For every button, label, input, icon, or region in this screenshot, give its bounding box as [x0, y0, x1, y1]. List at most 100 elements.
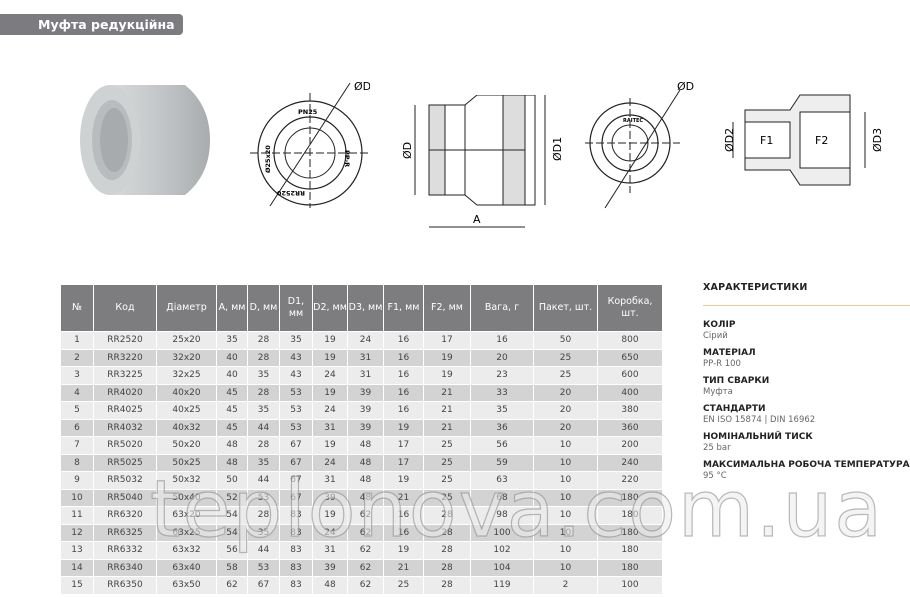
- table-cell: 17: [383, 436, 424, 455]
- table-cell: 31: [312, 541, 348, 560]
- table-cell: 16: [383, 331, 424, 350]
- table-cell: 50x25: [156, 453, 217, 472]
- table-row: 2 RR3220 32x20 40 28 43 19 31 16 19 20 25 650: [60, 348, 663, 367]
- d-label: ØD: [401, 142, 414, 159]
- mark-ppr: PP-R: [343, 150, 351, 167]
- table-cell: 220: [597, 471, 663, 490]
- characteristic-item: СТАНДАРТИ EN ISO 15874 | DIN 16962: [703, 404, 910, 425]
- table-cell: 25: [423, 436, 471, 455]
- column-header: Коробка, шт.: [597, 284, 663, 332]
- table-cell: 28: [247, 506, 280, 525]
- table-cell: 180: [597, 523, 663, 542]
- table-cell: 45: [216, 401, 248, 420]
- table-cell: 19: [423, 366, 471, 385]
- table-cell: 23: [470, 366, 534, 385]
- table-cell: 31: [347, 366, 384, 385]
- table-cell: 3: [60, 366, 94, 385]
- table-cell: 50x20: [156, 436, 217, 455]
- table-cell: 800: [597, 331, 663, 350]
- table-row: 11 RR6320 63x20 54 28 83 19 62 16 28 98 10 180: [60, 506, 663, 525]
- characteristic-value: 25 bar: [703, 443, 731, 453]
- table-cell: 28: [423, 523, 471, 542]
- table-cell: 13: [60, 541, 94, 560]
- table-cell: 19: [312, 506, 348, 525]
- table-cell: RR4032: [93, 418, 157, 437]
- table-cell: 180: [597, 541, 663, 560]
- d1-label: ØD1: [551, 137, 564, 161]
- table-cell: 31: [312, 471, 348, 490]
- table-cell: 63x50: [156, 576, 217, 595]
- d1-label: ØD1: [354, 80, 370, 93]
- characteristic-value: Сірий: [703, 331, 728, 341]
- table-cell: 35: [216, 331, 248, 350]
- d3-label: ØD3: [871, 128, 884, 152]
- table-cell: 39: [312, 488, 348, 507]
- table-cell: 380: [597, 401, 663, 420]
- table-cell: 24: [312, 453, 348, 472]
- d-label: ØD: [677, 80, 694, 93]
- f1-label: F1: [760, 134, 773, 147]
- table-cell: 48: [216, 453, 248, 472]
- column-header: Діаметр: [156, 284, 217, 332]
- table-cell: 53: [247, 488, 280, 507]
- page-title: Муфта редукційна: [0, 14, 183, 35]
- table-cell: 20: [533, 418, 598, 437]
- table-cell: RR5040: [93, 488, 157, 507]
- table-cell: 10: [533, 541, 598, 560]
- characteristic-label: СТАНДАРТИ: [703, 404, 766, 414]
- table-cell: 62: [347, 541, 384, 560]
- table-cell: 28: [423, 558, 471, 577]
- table-cell: 25: [533, 366, 598, 385]
- table-cell: 180: [597, 488, 663, 507]
- table-cell: 25: [423, 488, 471, 507]
- table-cell: 63x20: [156, 506, 217, 525]
- table-cell: 10: [533, 523, 598, 542]
- table-cell: 25: [423, 471, 471, 490]
- table-row: 14 RR6340 63x40 58 53 83 39 62 21 28 104 10 180: [60, 558, 663, 577]
- table-cell: 21: [423, 418, 471, 437]
- table-cell: 50: [216, 471, 248, 490]
- table-cell: 19: [312, 331, 348, 350]
- table-cell: 33: [470, 383, 534, 402]
- table-cell: 28: [423, 576, 471, 595]
- characteristic-label: ТИП СВАРКИ: [703, 376, 770, 386]
- table-cell: 53: [279, 383, 313, 402]
- table-cell: 180: [597, 558, 663, 577]
- table-cell: 10: [533, 436, 598, 455]
- column-header: №: [60, 284, 94, 332]
- f2-label: F2: [815, 134, 828, 147]
- table-cell: 200: [597, 436, 663, 455]
- table-cell: 63x40: [156, 558, 217, 577]
- table-cell: 35: [247, 366, 280, 385]
- table-cell: 62: [347, 558, 384, 577]
- table-cell: 17: [423, 331, 471, 350]
- table-cell: 104: [470, 558, 534, 577]
- table-cell: 119: [470, 576, 534, 595]
- table-cell: 2: [60, 348, 94, 367]
- table-cell: 8: [60, 453, 94, 472]
- table-cell: 100: [597, 576, 663, 595]
- front-view-small-end: ØD RAITEC: [585, 80, 694, 209]
- table-cell: 20: [533, 401, 598, 420]
- table-cell: RR6325: [93, 523, 157, 542]
- table-cell: 7: [60, 436, 94, 455]
- characteristic-label: НОМІНАЛЬНИЙ ТИСК: [703, 432, 813, 442]
- table-cell: 35: [247, 453, 280, 472]
- column-header: D2, мм: [312, 284, 348, 332]
- table-cell: 98: [470, 506, 534, 525]
- table-cell: 28: [247, 436, 280, 455]
- table-cell: 16: [383, 506, 424, 525]
- table-cell: 39: [347, 418, 384, 437]
- column-header: Код: [93, 284, 157, 332]
- table-cell: 19: [312, 348, 348, 367]
- table-cell: 56: [216, 541, 248, 560]
- mark-code: RR2520: [276, 189, 305, 197]
- table-cell: 83: [279, 576, 313, 595]
- table-cell: 48: [347, 471, 384, 490]
- table-row: 3 RR3225 32x25 40 35 43 24 31 16 19 23 25 600: [60, 366, 663, 385]
- table-cell: 240: [597, 453, 663, 472]
- table-cell: 40x25: [156, 401, 217, 420]
- table-cell: 44: [247, 418, 280, 437]
- characteristic-item: ТИП СВАРКИ Муфта: [703, 376, 910, 397]
- table-cell: 28: [247, 331, 280, 350]
